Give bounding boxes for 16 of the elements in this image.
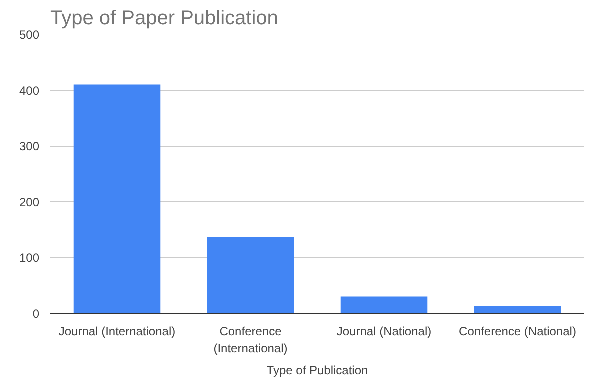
x-tick-label: Journal (International) xyxy=(58,324,176,338)
y-tick-label: 0 xyxy=(32,307,40,321)
y-tick-label: 300 xyxy=(19,140,40,154)
bar xyxy=(207,237,294,314)
x-tick-label: Conference (International) xyxy=(214,324,288,356)
y-tick-label: 500 xyxy=(19,28,40,42)
y-tick-label: 100 xyxy=(19,251,40,266)
bar xyxy=(474,306,562,314)
bar xyxy=(74,84,161,314)
chart-title: Type of Paper Publication xyxy=(50,8,278,30)
x-tick-label: Journal (National) xyxy=(336,324,432,338)
y-tick-label: 200 xyxy=(19,195,40,210)
x-tick-label: Conference (National) xyxy=(459,324,576,338)
x-axis-title: Type of Publication xyxy=(266,363,368,378)
bar xyxy=(340,296,428,314)
y-tick-label: 400 xyxy=(19,84,40,98)
